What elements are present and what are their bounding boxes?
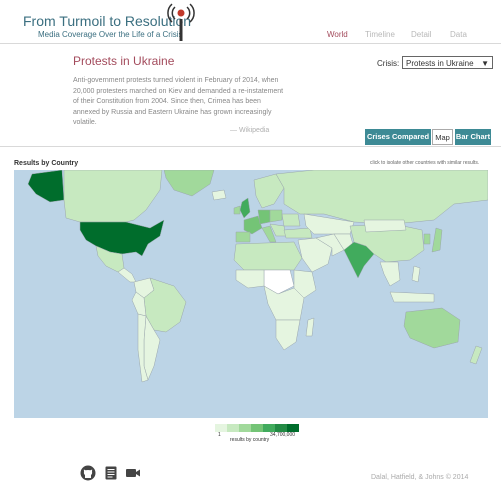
country-uk[interactable] [239, 197, 251, 219]
country-kazakhstan[interactable] [303, 213, 355, 235]
country-italy[interactable] [261, 225, 277, 243]
country-greenland[interactable] [163, 170, 215, 197]
country-alaska[interactable] [27, 170, 65, 203]
legend-swatch [215, 424, 228, 432]
country-spain[interactable] [235, 231, 251, 243]
country-france[interactable] [243, 215, 263, 235]
country-poland[interactable] [269, 209, 283, 223]
country-southern-africa[interactable] [275, 319, 301, 351]
legend-min-label: 1 [218, 432, 221, 438]
country-usa[interactable] [79, 219, 165, 257]
crisis-citation: — Wikipedia [230, 127, 270, 134]
country-west-africa[interactable] [235, 269, 265, 289]
crisis-title: Protests in Ukraine [73, 54, 175, 68]
tab-crises-compared[interactable]: Crises Compared [365, 129, 431, 145]
crisis-select[interactable]: Protests in Ukraine ▼ [402, 56, 493, 69]
nav-world[interactable]: World [327, 30, 348, 39]
country-north-africa[interactable] [233, 241, 303, 271]
nav-data[interactable]: Data [450, 30, 467, 39]
country-madagascar[interactable] [305, 317, 315, 337]
crisis-select-value: Protests in Ukraine [406, 59, 474, 68]
country-iran[interactable] [315, 233, 345, 257]
site-subtitle: Media Coverage Over the Life of a Crisis [38, 30, 183, 39]
country-australia[interactable] [403, 307, 461, 349]
country-china[interactable] [349, 223, 425, 263]
country-korea[interactable] [423, 233, 431, 245]
country-central-america[interactable] [117, 267, 137, 283]
legend-max-label: 34,700,000 [270, 432, 296, 438]
video-camera-icon[interactable] [125, 465, 141, 481]
dropdown-arrow-icon: ▼ [481, 59, 489, 68]
map-hint: click to isolate other countries with si… [370, 160, 480, 166]
world-map[interactable] [14, 170, 488, 418]
github-icon[interactable] [80, 465, 96, 481]
country-turkey[interactable] [283, 227, 313, 239]
legend-swatch [251, 424, 264, 432]
legend-swatch [239, 424, 252, 432]
country-japan[interactable] [431, 227, 443, 253]
country-east-africa[interactable] [293, 269, 317, 299]
footer-credits: Dalal, Hatfield, & Johns © 2014 [371, 474, 469, 481]
crisis-description: Anti-government protests turned violent … [73, 77, 284, 126]
nav-timeline[interactable]: Timeline [365, 30, 395, 39]
map-legend [215, 424, 300, 432]
country-iceland[interactable] [211, 189, 227, 201]
crisis-select-label: Crisis: [377, 59, 400, 68]
country-ireland[interactable] [233, 205, 241, 215]
legend-swatch [275, 424, 288, 432]
legend-swatch [287, 424, 300, 432]
country-central-africa[interactable] [263, 285, 305, 321]
country-philippines[interactable] [411, 265, 421, 283]
country-new-zealand[interactable] [469, 345, 483, 365]
country-indonesia[interactable] [389, 291, 435, 303]
site-title: From Turmoil to Resolution [23, 13, 192, 29]
legend-caption: results by country [230, 437, 270, 443]
country-mongolia[interactable] [363, 219, 407, 233]
header-divider [0, 43, 501, 44]
country-brazil[interactable] [143, 277, 187, 333]
country-ukraine[interactable] [281, 213, 301, 227]
document-icon[interactable] [103, 465, 119, 481]
nav-detail[interactable]: Detail [411, 30, 432, 39]
legend-swatch [263, 424, 276, 432]
signal-tower-icon [167, 3, 195, 41]
country-germany[interactable] [257, 209, 271, 225]
results-label: Results by Country [14, 160, 79, 167]
tab-map[interactable]: Map [432, 129, 453, 145]
country-chile[interactable] [137, 313, 149, 383]
tab-bar-chart[interactable]: Bar Chart [455, 129, 491, 145]
section-divider [0, 146, 501, 147]
legend-swatch [227, 424, 240, 432]
country-canada[interactable] [63, 170, 163, 223]
country-southeast-asia[interactable] [379, 261, 401, 287]
